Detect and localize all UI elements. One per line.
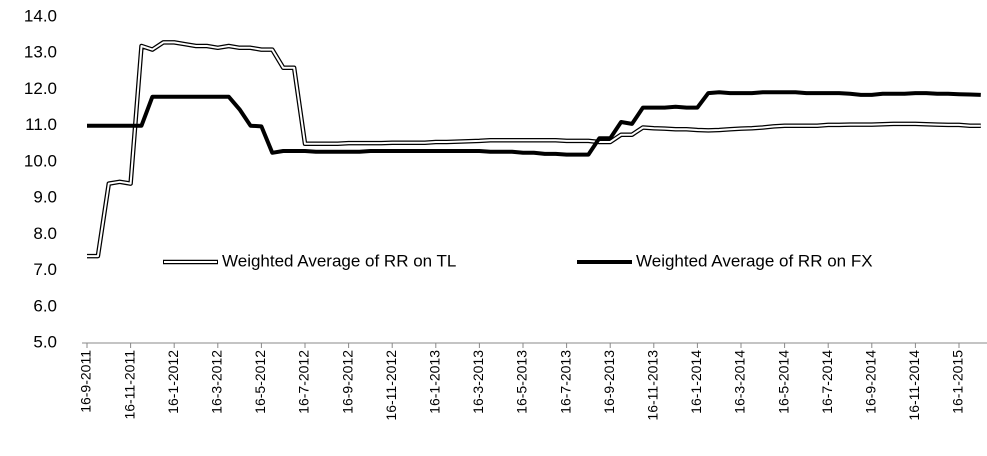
- y-tick-label: 13.0: [24, 43, 57, 62]
- y-tick-label: 14.0: [24, 6, 57, 25]
- y-tick-label: 8.0: [33, 224, 57, 243]
- line-inner: [87, 41, 981, 258]
- x-tick-label: 16-11-2012: [383, 350, 399, 421]
- y-tick-label: 5.0: [33, 332, 57, 351]
- legend-label: Weighted Average of RR on TL: [222, 251, 456, 270]
- x-tick-label: 16-11-2013: [645, 350, 661, 421]
- x-tick-label: 16-11-2011: [121, 350, 137, 420]
- x-tick-label: 16-1-2014: [688, 350, 704, 414]
- line-outer: [87, 40, 981, 259]
- x-tick-label: 16-7-2014: [819, 350, 835, 414]
- x-tick-label: 16-3-2012: [209, 350, 225, 414]
- x-tick-label: 16-5-2014: [775, 350, 791, 414]
- x-tick-label: 16-5-2012: [252, 350, 268, 414]
- y-tick-label: 6.0: [33, 296, 57, 315]
- x-tick-label: 16-9-2012: [339, 350, 355, 414]
- x-tick-label: 16-11-2014: [906, 350, 922, 421]
- legend-label: Weighted Average of RR on FX: [636, 251, 873, 270]
- x-tick-label: 16-1-2015: [950, 350, 966, 414]
- x-tick-label: 16-9-2014: [863, 350, 879, 414]
- y-tick-label: 7.0: [33, 260, 57, 279]
- y-tick-label: 10.0: [24, 151, 57, 170]
- x-tick-label: 16-1-2012: [165, 350, 181, 414]
- y-tick-label: 12.0: [24, 79, 57, 98]
- x-tick-label: 16-7-2013: [557, 350, 573, 414]
- y-tick-label: 9.0: [33, 188, 57, 207]
- x-tick-label: 16-7-2012: [296, 350, 312, 414]
- x-tick-label: 16-9-2011: [78, 350, 94, 413]
- x-tick-label: 16-5-2013: [514, 350, 530, 414]
- x-tick-label: 16-1-2013: [427, 350, 443, 414]
- x-tick-label: 16-9-2013: [601, 350, 617, 414]
- line: [87, 90, 981, 157]
- x-tick-label: 16-3-2013: [470, 350, 486, 414]
- y-tick-label: 11.0: [25, 115, 57, 134]
- x-tick-label: 16-3-2014: [732, 350, 748, 414]
